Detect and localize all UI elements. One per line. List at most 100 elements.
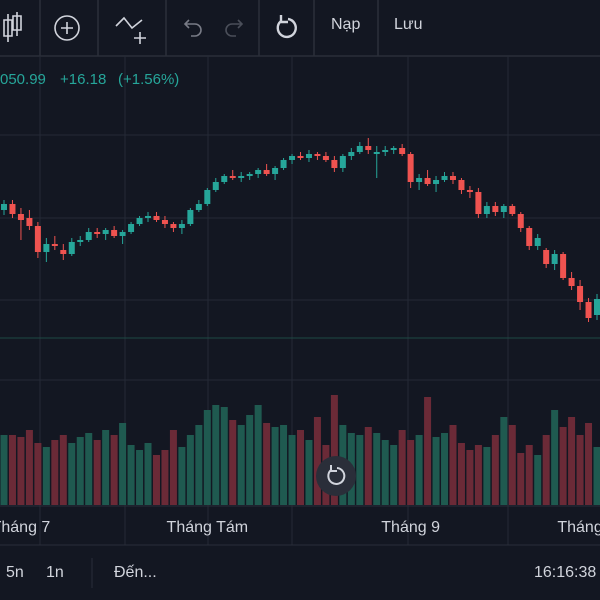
volume-bar xyxy=(68,443,76,505)
candle-body xyxy=(433,180,440,184)
candle-body xyxy=(119,232,126,236)
volume-bar xyxy=(178,447,186,505)
clock: 16:16:38 xyxy=(534,564,596,581)
candle-body xyxy=(1,204,7,210)
candle-body xyxy=(551,254,558,264)
undo-button[interactable] xyxy=(183,19,202,37)
candle-body xyxy=(272,168,279,174)
candle-body xyxy=(424,178,431,184)
volume-bar xyxy=(500,417,508,505)
candle-body xyxy=(77,240,84,242)
x-axis: Tháng 7 Tháng Tám Tháng 9 Tháng xyxy=(0,519,600,536)
candle-body xyxy=(17,214,24,220)
candle-body xyxy=(305,154,312,158)
candle-body xyxy=(322,156,329,160)
volume-bar xyxy=(195,425,203,505)
volume-bar xyxy=(373,433,381,505)
range-5d[interactable]: 5n xyxy=(6,564,24,581)
candle-body xyxy=(331,160,338,168)
candle-body xyxy=(449,176,456,180)
x-tick-label: Tháng 9 xyxy=(381,519,440,536)
candle-body xyxy=(289,156,296,160)
goto-date[interactable]: Đến... xyxy=(114,564,157,581)
plot xyxy=(0,138,600,505)
x-tick-label: Tháng xyxy=(557,519,600,536)
candle-body xyxy=(475,192,482,214)
candle-body xyxy=(136,218,143,224)
candle-body xyxy=(34,226,41,252)
volume-bar xyxy=(0,435,8,505)
candle-body xyxy=(577,286,584,302)
load-button[interactable]: Nạp xyxy=(331,16,360,33)
volume-bar xyxy=(110,435,118,505)
volume-bar xyxy=(517,453,525,505)
add-indicator-button[interactable] xyxy=(54,15,80,41)
volume-bar xyxy=(474,445,482,505)
volume-bar xyxy=(254,405,262,505)
candle-body xyxy=(280,160,287,168)
candle-body xyxy=(534,238,541,246)
candle-body xyxy=(255,170,262,174)
candle-body xyxy=(238,176,245,178)
candle-body xyxy=(111,230,118,236)
volume-bar xyxy=(559,427,567,505)
volume-bar xyxy=(297,430,304,505)
reset-button[interactable] xyxy=(276,15,297,39)
candle-body xyxy=(153,216,160,220)
range-1d[interactable]: 1n xyxy=(46,564,64,581)
volume-bar xyxy=(119,423,127,505)
volume-bar xyxy=(364,427,372,505)
save-button[interactable]: Lưu xyxy=(394,16,423,33)
volume-bar xyxy=(51,440,59,505)
candle-body xyxy=(517,214,524,228)
candle-body xyxy=(187,210,194,224)
candle-body xyxy=(492,206,499,212)
candle-body xyxy=(560,254,567,278)
candle-body xyxy=(297,156,304,158)
volume-bar xyxy=(356,435,364,505)
volume-bar xyxy=(305,440,313,505)
candle-body xyxy=(128,224,135,232)
candle-body xyxy=(356,146,363,152)
candles-button[interactable] xyxy=(3,12,22,42)
candle-body xyxy=(568,278,575,286)
candle-body xyxy=(314,154,321,156)
volume-bar xyxy=(203,410,211,505)
volume-bar xyxy=(576,435,584,505)
volume-bar xyxy=(237,425,245,505)
volume-bar xyxy=(390,445,398,505)
volume-bar xyxy=(542,435,550,505)
price-change: +16.18 xyxy=(60,71,106,88)
candle-body xyxy=(407,154,414,182)
volume-bar xyxy=(415,435,423,505)
volume-bar xyxy=(152,455,160,505)
candle-body xyxy=(390,148,397,150)
volume-bar xyxy=(136,450,144,505)
candle-body xyxy=(348,152,355,156)
volume-bar xyxy=(102,430,110,505)
volume-bar xyxy=(271,427,279,505)
redo-button[interactable] xyxy=(225,19,244,37)
replay-circle[interactable] xyxy=(316,456,356,496)
candle-body xyxy=(543,250,550,264)
volume-bar xyxy=(229,420,237,505)
volume-bar xyxy=(313,417,321,505)
candle-body xyxy=(594,299,600,315)
candle-body xyxy=(399,148,406,154)
volume-bar xyxy=(127,445,135,505)
volume-bar xyxy=(585,423,593,505)
volume-bar xyxy=(220,407,228,505)
volume-bar xyxy=(280,425,288,505)
replay-button[interactable] xyxy=(316,456,356,496)
volume-bar xyxy=(407,440,415,505)
candle-body xyxy=(170,224,177,228)
candle-body xyxy=(85,232,92,240)
volume-bar xyxy=(17,437,25,505)
volume-bar xyxy=(483,447,491,505)
x-tick-label: Tháng 7 xyxy=(0,519,50,536)
volume-bar xyxy=(449,425,457,505)
compare-button[interactable] xyxy=(115,16,146,44)
volume-bar xyxy=(93,440,101,505)
candle-body xyxy=(145,216,152,218)
